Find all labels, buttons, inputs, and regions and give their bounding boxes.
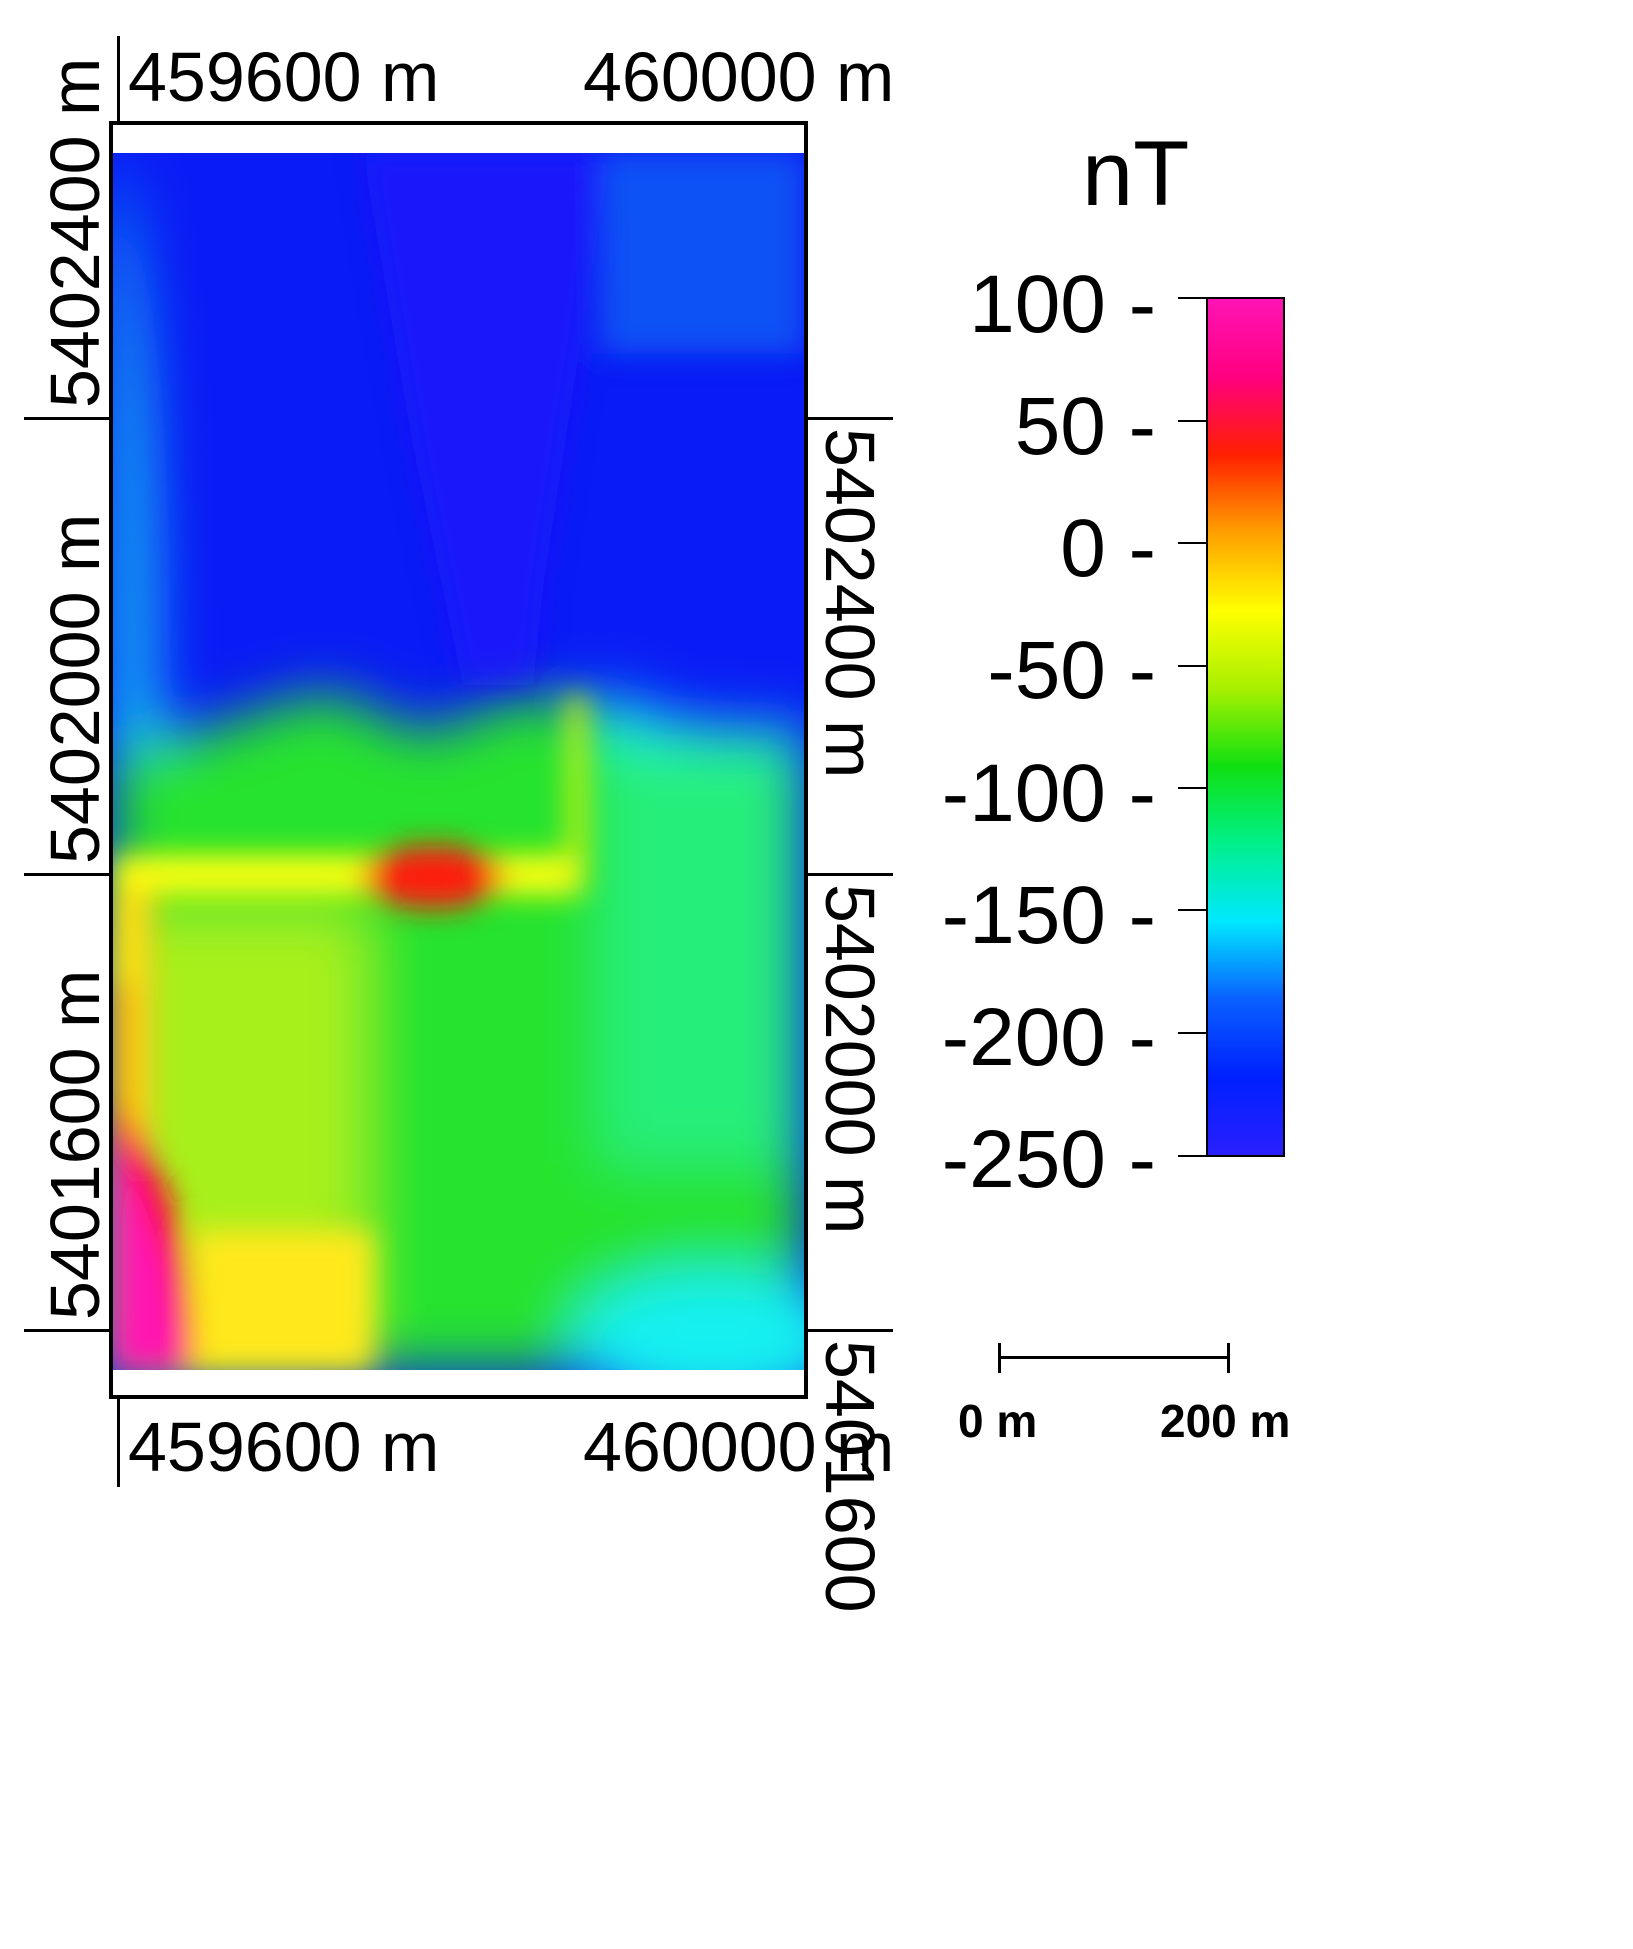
legend-tick: [1178, 297, 1208, 299]
top-easting-label-460000: 460000 m: [583, 38, 895, 116]
legend-unit-title: nT: [1082, 123, 1190, 225]
legend-tick: [1178, 1032, 1208, 1034]
left-northing-label-5402400: 5402400 m: [36, 57, 114, 408]
left-tick-line-5402000: [24, 873, 111, 876]
legend-tick: [1178, 909, 1208, 911]
legend-colorbar: [1206, 297, 1285, 1157]
scale-bar: [998, 1343, 1230, 1373]
right-tick-line-5402000: [806, 873, 893, 876]
left-northing-label-5402000: 5402000 m: [36, 513, 114, 864]
top-tick-line-459600: [117, 36, 120, 121]
scale-bar-start-label: 0 m: [958, 1395, 1038, 1447]
legend-tick-label: -100 -: [941, 748, 1156, 839]
legend-tick: [1178, 1155, 1208, 1157]
legend-tick: [1178, 787, 1208, 789]
legend-tick-label: -200 -: [941, 992, 1156, 1083]
legend-tick: [1178, 420, 1208, 422]
legend-tick-label: 0 -: [1060, 503, 1156, 594]
legend-tick: [1178, 665, 1208, 667]
legend-tick: [1178, 542, 1208, 544]
legend-tick-label: 100 -: [969, 259, 1156, 350]
right-northing-label-5402000: 5402000 m: [811, 884, 889, 1235]
legend-tick-label: -250 -: [941, 1114, 1156, 1205]
bottom-tick-line-459600: [117, 1399, 120, 1487]
anomaly-raster: [113, 153, 804, 1370]
legend-tick-label: 50 -: [1014, 381, 1156, 472]
scale-bar-end-label: 200 m: [1160, 1395, 1291, 1447]
left-tick-line-5402400: [24, 417, 111, 420]
left-northing-label-5401600: 5401600 m: [36, 969, 114, 1320]
left-tick-line-5401600: [24, 1329, 111, 1332]
legend-tick-label: -150 -: [941, 870, 1156, 961]
bottom-easting-label-459600: 459600 m: [128, 1408, 440, 1486]
right-northing-label-5402400: 5402400 m: [811, 428, 889, 779]
right-tick-line-5402400: [806, 417, 893, 420]
top-easting-label-459600: 459600 m: [128, 38, 440, 116]
right-tick-line-5401600: [806, 1329, 893, 1332]
legend-tick-label: -50 -: [987, 625, 1156, 716]
bottom-easting-label-460000: 460000 m: [583, 1408, 895, 1486]
magnetic-anomaly-map: [109, 121, 808, 1399]
